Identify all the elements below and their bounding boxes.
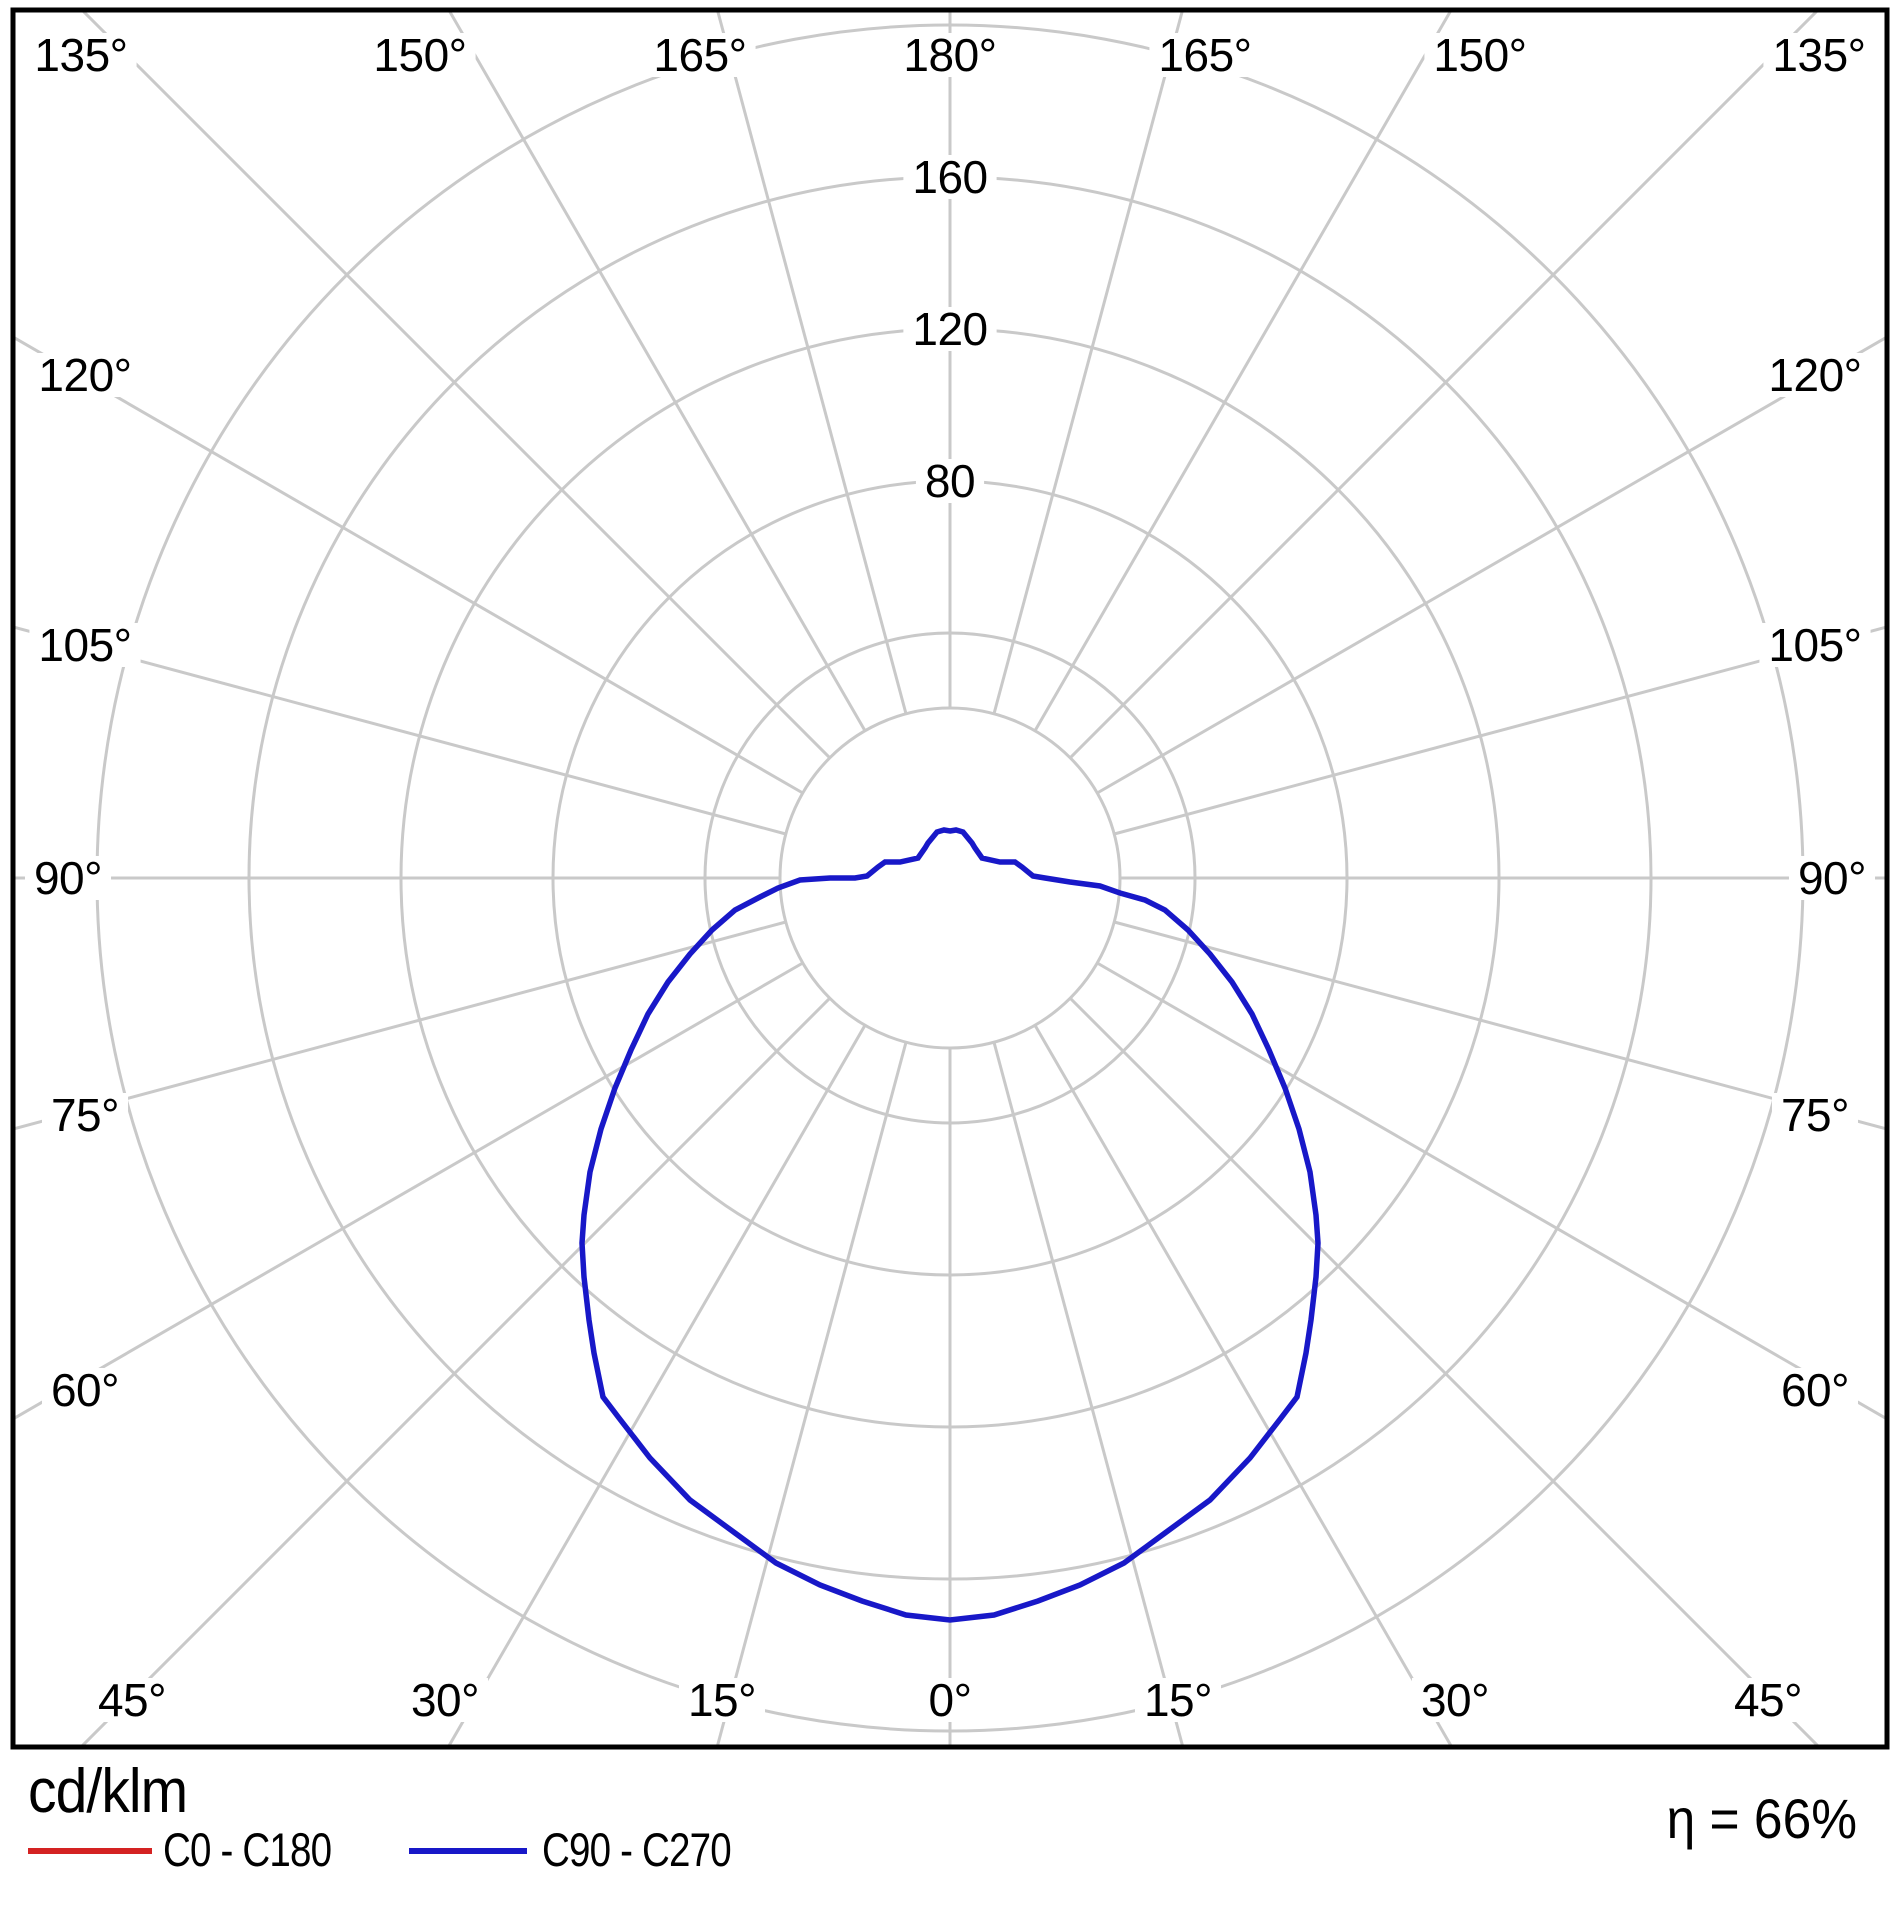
angle-label-14-90deg-bg	[1788, 856, 1876, 900]
grid-radial-105	[1113, 625, 1887, 836]
legend-label-c0-c180: C0 - C180	[163, 1823, 332, 1876]
angle-label-22-30deg: 30°	[1421, 1674, 1489, 1726]
angle-label-3-180deg: 180°	[903, 29, 996, 81]
angle-label-10-75deg-bg	[41, 1093, 129, 1137]
angle-label-12-120deg-bg	[1759, 353, 1871, 397]
angle-label-22-30deg-bg	[1411, 1678, 1499, 1722]
angle-label-15-75deg: 75°	[1781, 1089, 1849, 1141]
grid-radial-120	[1096, 335, 1887, 795]
grid-radial-135	[1069, 10, 1821, 759]
angle-label-2-165deg: 165°	[653, 29, 746, 81]
grid-radial-255	[13, 625, 787, 836]
angle-label-18-30deg-bg	[401, 1678, 489, 1722]
angle-label-4-165deg-bg	[1149, 33, 1261, 77]
radial-tick-label-120-bg	[903, 307, 997, 351]
angle-label-6-135deg-bg	[1763, 33, 1875, 77]
radial-tick-label-80: 80	[925, 455, 975, 507]
grid-radial-300	[13, 961, 804, 1421]
angle-label-8-105deg-bg	[29, 623, 141, 667]
angle-label-10-75deg: 75°	[51, 1089, 119, 1141]
angle-label-21-15deg: 15°	[1144, 1674, 1212, 1726]
angle-label-2-165deg-bg	[644, 33, 756, 77]
legend-line-c90-c270	[409, 1848, 527, 1854]
legend: C0 - C180 C90 - C270	[0, 1822, 1900, 1882]
light-output-ratio-label: η = 66%	[1666, 1787, 1857, 1850]
angle-label-13-105deg-bg	[1759, 623, 1871, 667]
radial-tick-label-80-bg	[915, 459, 985, 503]
grid-radial-165	[992, 10, 1185, 715]
angle-label-6-135deg: 135°	[1772, 29, 1865, 81]
angle-label-17-45deg: 45°	[98, 1674, 166, 1726]
angle-label-11-60deg-bg	[41, 1368, 129, 1412]
angle-label-16-60deg-bg	[1771, 1368, 1859, 1412]
grid-radial-315	[78, 997, 831, 1747]
angle-label-23-45deg-bg	[1724, 1678, 1812, 1722]
angle-label-20-0deg-bg	[919, 1678, 981, 1722]
angle-label-21-15deg-bg	[1134, 1678, 1222, 1722]
grid-radial-15	[992, 1041, 1185, 1747]
angle-label-4-165deg: 165°	[1158, 29, 1251, 81]
angle-label-15-75deg-bg	[1771, 1093, 1859, 1137]
grid-radial-345	[715, 1041, 908, 1747]
angle-label-17-45deg-bg	[88, 1678, 176, 1722]
grid-radial-75	[1113, 920, 1887, 1131]
angle-label-1-150deg-bg	[364, 33, 476, 77]
grid-radial-285	[13, 920, 787, 1131]
angle-label-9-90deg: 90°	[34, 852, 102, 904]
radial-tick-label-160-bg	[903, 155, 997, 199]
angle-label-7-120deg: 120°	[38, 349, 131, 401]
angle-label-20-0deg: 0°	[929, 1674, 972, 1726]
grid-radial-330	[446, 1024, 867, 1747]
angle-label-16-60deg: 60°	[1781, 1364, 1849, 1416]
angle-label-11-60deg: 60°	[51, 1364, 119, 1416]
angle-label-8-105deg: 105°	[38, 619, 131, 671]
angle-label-0-135deg: 135°	[34, 29, 127, 81]
grid-radial-60	[1096, 961, 1887, 1421]
grid-radial-150	[1033, 10, 1453, 732]
angle-label-7-120deg-bg	[29, 353, 141, 397]
legend-line-c0-c180	[28, 1848, 152, 1854]
grid-radial-210	[447, 10, 867, 732]
legend-label-c90-c270: C90 - C270	[542, 1823, 732, 1876]
grid-radial-30	[1033, 1024, 1454, 1747]
radial-tick-label-160: 160	[912, 151, 987, 203]
angle-label-5-150deg-bg	[1424, 33, 1536, 77]
angle-label-5-150deg: 150°	[1433, 29, 1526, 81]
grid-inner-circle	[778, 706, 1122, 1050]
radial-unit-label: cd/klm	[28, 1757, 188, 1826]
angle-label-18-30deg: 30°	[411, 1674, 479, 1726]
angle-label-3-180deg-bg	[894, 33, 1006, 77]
grid-radial-225	[79, 10, 831, 759]
grid-ring-40	[703, 631, 1197, 1125]
radial-tick-label-120: 120	[912, 303, 987, 355]
angle-label-9-90deg-bg	[24, 856, 112, 900]
angle-label-1-150deg: 150°	[373, 29, 466, 81]
plot-border	[10, 7, 1890, 1750]
angle-label-13-105deg: 105°	[1768, 619, 1861, 671]
angle-label-19-15deg-bg	[678, 1678, 766, 1722]
angle-label-0-135deg-bg	[25, 33, 137, 77]
grid-radial-45	[1069, 997, 1822, 1747]
angle-label-23-45deg: 45°	[1734, 1674, 1802, 1726]
curve-c90-c270	[579, 827, 1321, 1623]
angle-label-14-90deg: 90°	[1798, 852, 1866, 904]
angle-label-19-15deg: 15°	[688, 1674, 756, 1726]
grid-radial-240	[13, 335, 804, 795]
angle-label-12-120deg: 120°	[1768, 349, 1861, 401]
grid-radial-195	[715, 10, 908, 715]
